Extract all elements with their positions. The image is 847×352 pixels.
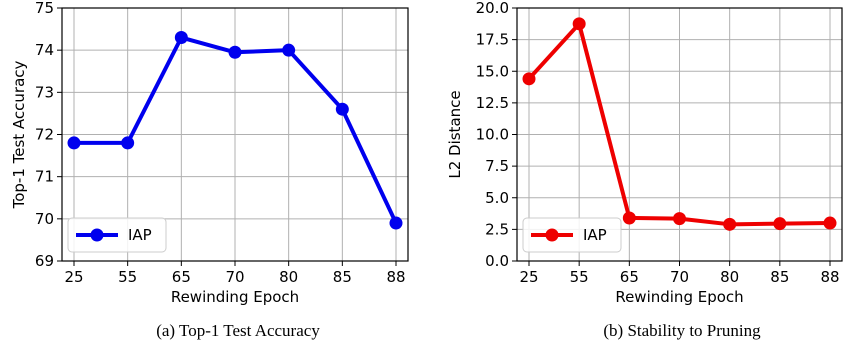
legend-marker xyxy=(90,228,104,242)
x-tick-label: 65 xyxy=(620,268,639,286)
y-tick-label: 72 xyxy=(35,126,54,144)
x-tick-label: 55 xyxy=(570,268,589,286)
data-point xyxy=(723,217,737,231)
x-tick-label: 70 xyxy=(670,268,689,286)
data-point xyxy=(335,102,349,116)
data-point xyxy=(522,72,536,86)
data-point xyxy=(773,217,787,231)
y-tick-label: 75 xyxy=(35,0,54,17)
y-tick-label: 0.0 xyxy=(485,252,509,270)
data-point xyxy=(282,43,296,57)
y-tick-label: 7.5 xyxy=(485,157,509,175)
y-tick-label: 5.0 xyxy=(485,189,509,207)
y-tick-label: 73 xyxy=(35,83,54,101)
legend: IAP xyxy=(522,217,622,253)
legend: IAP xyxy=(67,217,167,253)
data-point xyxy=(389,216,403,230)
data-point xyxy=(174,31,188,45)
y-tick-label: 10.0 xyxy=(476,126,509,144)
chart-top1-accuracy: 69 70 71 72 73 74 75 25 55 65 70 80 85 88 Rewinding Ep… xyxy=(10,0,409,340)
x-tick-label: 88 xyxy=(386,268,405,286)
data-point xyxy=(67,136,81,150)
y-tick-label: 2.5 xyxy=(485,220,509,238)
y-tick-label: 71 xyxy=(35,168,54,186)
legend-label: IAP xyxy=(583,226,607,244)
legend-label: IAP xyxy=(128,226,152,244)
figure-caption: (a) Top-1 Test Accuracy xyxy=(156,321,320,340)
data-point xyxy=(823,216,837,230)
x-tick-label: 80 xyxy=(279,268,298,286)
x-axis-label: Rewinding Epoch xyxy=(171,288,299,306)
data-point xyxy=(228,45,242,59)
legend-marker xyxy=(545,228,559,242)
x-tick-label: 85 xyxy=(333,268,352,286)
data-point xyxy=(673,212,686,226)
y-tick-label: 15.0 xyxy=(476,62,509,80)
x-tick-label: 85 xyxy=(770,268,789,286)
x-tick-label: 25 xyxy=(519,268,538,286)
y-tick-label: 12.5 xyxy=(476,94,509,112)
figure-caption: (b) Stability to Pruning xyxy=(603,321,761,340)
data-point xyxy=(622,211,636,225)
x-tick-label: 65 xyxy=(172,268,191,286)
data-point xyxy=(121,136,135,150)
y-tick-label: 70 xyxy=(35,210,54,228)
x-tick-label: 25 xyxy=(64,268,83,286)
y-axis-label: L2 Distance xyxy=(446,90,464,178)
x-tick-label: 88 xyxy=(820,268,839,286)
chart-stability-to-pruning: 0.0 2.5 5.0 7.5 10.0 12.5 15.0 17.5 20.0 25 55 65 70… xyxy=(446,0,843,340)
y-tick-label: 69 xyxy=(35,252,54,270)
x-tick-label: 55 xyxy=(118,268,137,286)
y-tick-label: 74 xyxy=(35,41,54,59)
y-axis-label: Top-1 Test Accuracy xyxy=(10,60,28,209)
x-axis-label: Rewinding Epoch xyxy=(615,288,743,306)
x-tick-label: 80 xyxy=(720,268,739,286)
y-tick-label: 20.0 xyxy=(476,0,509,17)
x-tick-label: 70 xyxy=(225,268,244,286)
data-point xyxy=(572,17,586,31)
y-tick-label: 17.5 xyxy=(476,31,509,49)
